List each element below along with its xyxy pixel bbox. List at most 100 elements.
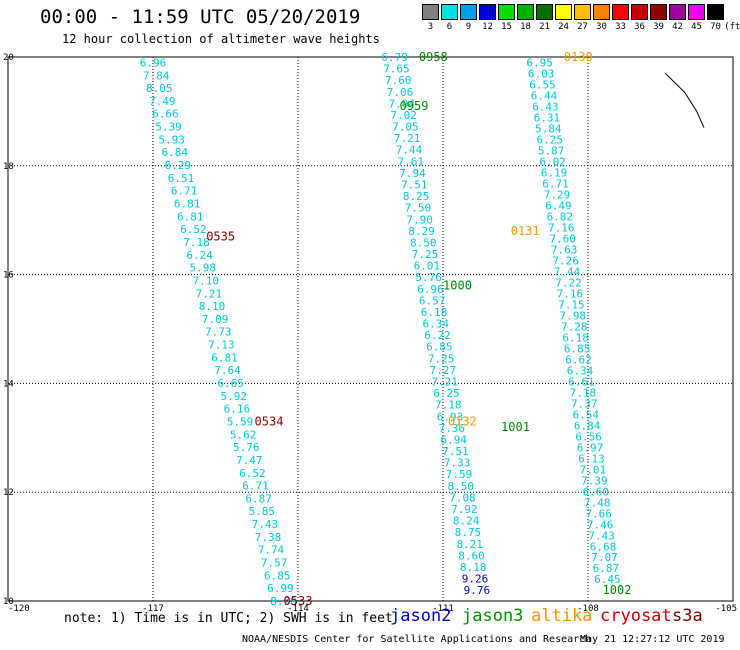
wave-height-label: 6.57 xyxy=(419,294,446,307)
wave-height-label: 8.18 xyxy=(460,561,487,574)
wave-height-label: 6.85 xyxy=(426,341,453,354)
wave-height-label: 7.09 xyxy=(202,313,229,326)
wave-height-label: 7.51 xyxy=(442,445,469,458)
wave-height-label: 7.18 xyxy=(183,236,210,249)
wave-height-label: 7.94 xyxy=(399,167,426,180)
wave-height-label: 6.51 xyxy=(168,172,195,185)
y-tick-label: 16 xyxy=(3,271,14,281)
wave-height-label: 7.39 xyxy=(581,474,608,487)
wave-height-label: 7.16 xyxy=(557,287,584,300)
legend-cryosat: cryosat xyxy=(600,606,672,626)
wave-height-label: 7.21 xyxy=(394,132,421,145)
page-subtitle: 12 hour collection of altimeter wave hei… xyxy=(62,32,380,46)
axis-tick-labels: -120 -117 -114 -111 -108 -105 10 12 14 16 18 20 xyxy=(3,53,737,614)
color-scale-label: 24 xyxy=(558,22,569,32)
wave-height-label: 7.27 xyxy=(430,364,457,377)
legend-s3a: s3a xyxy=(672,606,703,626)
plot-frame xyxy=(7,56,734,602)
wave-height-label: 6.81 xyxy=(177,210,204,223)
wave-height-label: 7.47 xyxy=(236,454,263,467)
wave-height-label: 5.85 xyxy=(249,505,276,518)
wave-height-label: 7.36 xyxy=(439,422,466,435)
wave-height-label: 7.44 xyxy=(396,144,423,157)
wave-height-label: 7.08 xyxy=(449,491,476,504)
x-tick-label: -114 xyxy=(287,604,309,614)
color-scale-label: 21 xyxy=(539,22,550,32)
wave-height-label: 7.98 xyxy=(560,309,587,322)
wave-height-label: 7.21 xyxy=(196,287,223,300)
wave-height-label: 6.99 xyxy=(267,582,294,595)
wave-height-label: 5.76 xyxy=(415,271,442,284)
color-swatch xyxy=(574,4,591,20)
wave-height-label: 7.25 xyxy=(412,248,439,261)
y-tick-label: 18 xyxy=(3,162,14,172)
track-s3a: 6.967.848.057.496.665.395.936.846.296.51… xyxy=(140,56,313,608)
wave-height-label: 6.85 xyxy=(564,342,591,355)
wave-height-label: 7.33 xyxy=(444,457,471,470)
color-swatch xyxy=(460,4,477,20)
wave-height-label: 7.26 xyxy=(552,254,579,267)
wave-height-label: 6.24 xyxy=(186,249,213,262)
color-swatch xyxy=(479,4,496,20)
wave-height-label: 5.87 xyxy=(538,144,565,157)
wave-height-label: 7.48 xyxy=(584,496,611,509)
wave-height-label: 8.29 xyxy=(408,225,435,238)
color-scale-label: 42 xyxy=(672,22,683,32)
wave-height-label: 8.10 xyxy=(199,300,226,313)
wave-height-label: 6.29 xyxy=(165,159,192,172)
y-tick-label: 14 xyxy=(3,379,14,389)
pass-time-label: 0131 xyxy=(511,224,540,238)
wave-height-label: 8.24 xyxy=(453,515,480,528)
wave-height-label: 5.84 xyxy=(535,122,562,135)
wave-height-label: 6.44 xyxy=(531,89,558,102)
wave-height-label: 6.52 xyxy=(239,467,266,480)
wave-height-label: 7.10 xyxy=(193,274,220,287)
wave-height-label: 7.60 xyxy=(385,74,412,87)
wave-height-label: 6.85 xyxy=(264,569,291,582)
wave-height-label: 6.94 xyxy=(440,433,467,446)
wave-height-label: 9.76 xyxy=(464,584,491,597)
wave-height-label: 7.57 xyxy=(261,557,288,570)
color-swatch xyxy=(669,4,686,20)
legend-altika: altika xyxy=(531,606,593,626)
wave-height-label: 6.02 xyxy=(539,155,566,168)
wave-height-label: 8.21 xyxy=(456,538,483,551)
wave-height-label: 7.15 xyxy=(558,298,585,311)
wave-height-label: 5.98 xyxy=(189,262,216,275)
color-swatch xyxy=(498,4,515,20)
color-swatch xyxy=(555,4,572,20)
wave-height-label: 6.93 xyxy=(437,410,464,423)
wave-height-label: 7.13 xyxy=(208,339,235,352)
credit-line: NOAA/NESDIS Center for Satellite Applica… xyxy=(242,634,592,645)
coastline-path xyxy=(664,72,705,128)
x-tick-label: -117 xyxy=(142,604,164,614)
wave-height-label: 7.64 xyxy=(214,364,241,377)
wave-height-label: 8.25 xyxy=(403,190,430,203)
color-scale-label: 12 xyxy=(482,22,493,32)
wave-height-label: 7.92 xyxy=(451,503,478,516)
wave-height-label: 6.49 xyxy=(545,199,572,212)
wave-height-label: 7.50 xyxy=(405,202,432,215)
wave-height-label: 7.73 xyxy=(205,326,232,339)
wave-height-label: 7.18 xyxy=(435,399,462,412)
x-tick-label: -108 xyxy=(577,604,599,614)
color-swatch xyxy=(631,4,648,20)
wave-height-label: 6.87 xyxy=(593,562,620,575)
wave-height-label: 7.16 xyxy=(548,221,575,234)
wave-height-label: 7.06 xyxy=(387,86,414,99)
wave-height-label: 8.50 xyxy=(448,480,475,493)
wave-height-label: 6.25 xyxy=(536,133,563,146)
wave-height-label: 7.18 xyxy=(570,386,597,399)
wave-height-label: 7.74 xyxy=(258,544,285,557)
wave-height-label: 8.75 xyxy=(455,526,482,539)
wave-height-label: 7.60 xyxy=(549,232,576,245)
wave-height-label: 7.84 xyxy=(143,69,170,82)
color-scale-label: 3 xyxy=(427,22,434,32)
wave-height-label: 6.81 xyxy=(211,351,238,364)
wave-height-label: 7.61 xyxy=(397,155,424,168)
wave-height-label: 6.71 xyxy=(171,185,198,198)
color-scale-label: 70 xyxy=(710,22,721,32)
color-swatch xyxy=(422,4,439,20)
page-title: 00:00 - 11:59 UTC 05/20/2019 xyxy=(40,6,361,28)
